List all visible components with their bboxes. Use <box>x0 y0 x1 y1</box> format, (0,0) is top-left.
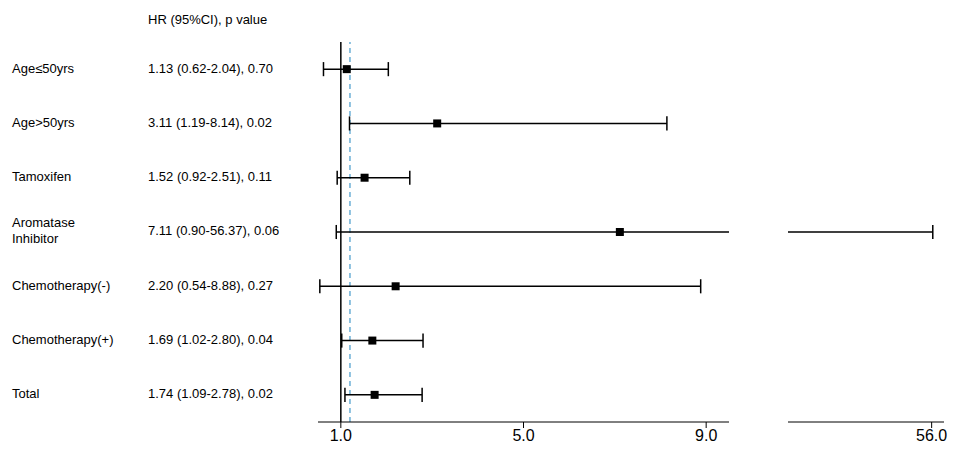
svg-text:56.0: 56.0 <box>916 427 947 444</box>
svg-text:1.0: 1.0 <box>330 427 352 444</box>
svg-text:3.11 (1.19-8.14), 0.02: 3.11 (1.19-8.14), 0.02 <box>148 115 272 130</box>
html-text:HR (95%CI), p value: HR (95%CI), p value <box>148 12 268 27</box>
svg-text:7.11 (0.90-56.37), 0.06: 7.11 (0.90-56.37), 0.06 <box>148 223 279 238</box>
svg-text:Total: Total <box>12 386 40 401</box>
svg-text:Age≤50yrs: Age≤50yrs <box>12 61 75 76</box>
svg-text:1.74 (1.09-2.78), 0.02: 1.74 (1.09-2.78), 0.02 <box>148 386 273 401</box>
svg-text:9.0: 9.0 <box>695 427 717 444</box>
svg-text:5.0: 5.0 <box>512 427 534 444</box>
svg-text:Age>50yrs: Age>50yrs <box>12 115 75 130</box>
svg-text:2.20 (0.54-8.88), 0.27: 2.20 (0.54-8.88), 0.27 <box>148 278 273 293</box>
svg-text:AromataseInhibitor: AromataseInhibitor <box>12 216 75 247</box>
svg-text:Chemotherapy(+): Chemotherapy(+) <box>12 332 114 347</box>
svg-text:1.52 (0.92-2.51), 0.11: 1.52 (0.92-2.51), 0.11 <box>148 169 272 184</box>
svg-text:1.13 (0.62-2.04), 0.70: 1.13 (0.62-2.04), 0.70 <box>148 61 273 76</box>
svg-text:Chemotherapy(-): Chemotherapy(-) <box>12 278 110 293</box>
svg-text:Tamoxifen: Tamoxifen <box>12 169 71 184</box>
svg-text:1.69 (1.02-2.80), 0.04: 1.69 (1.02-2.80), 0.04 <box>148 332 273 347</box>
